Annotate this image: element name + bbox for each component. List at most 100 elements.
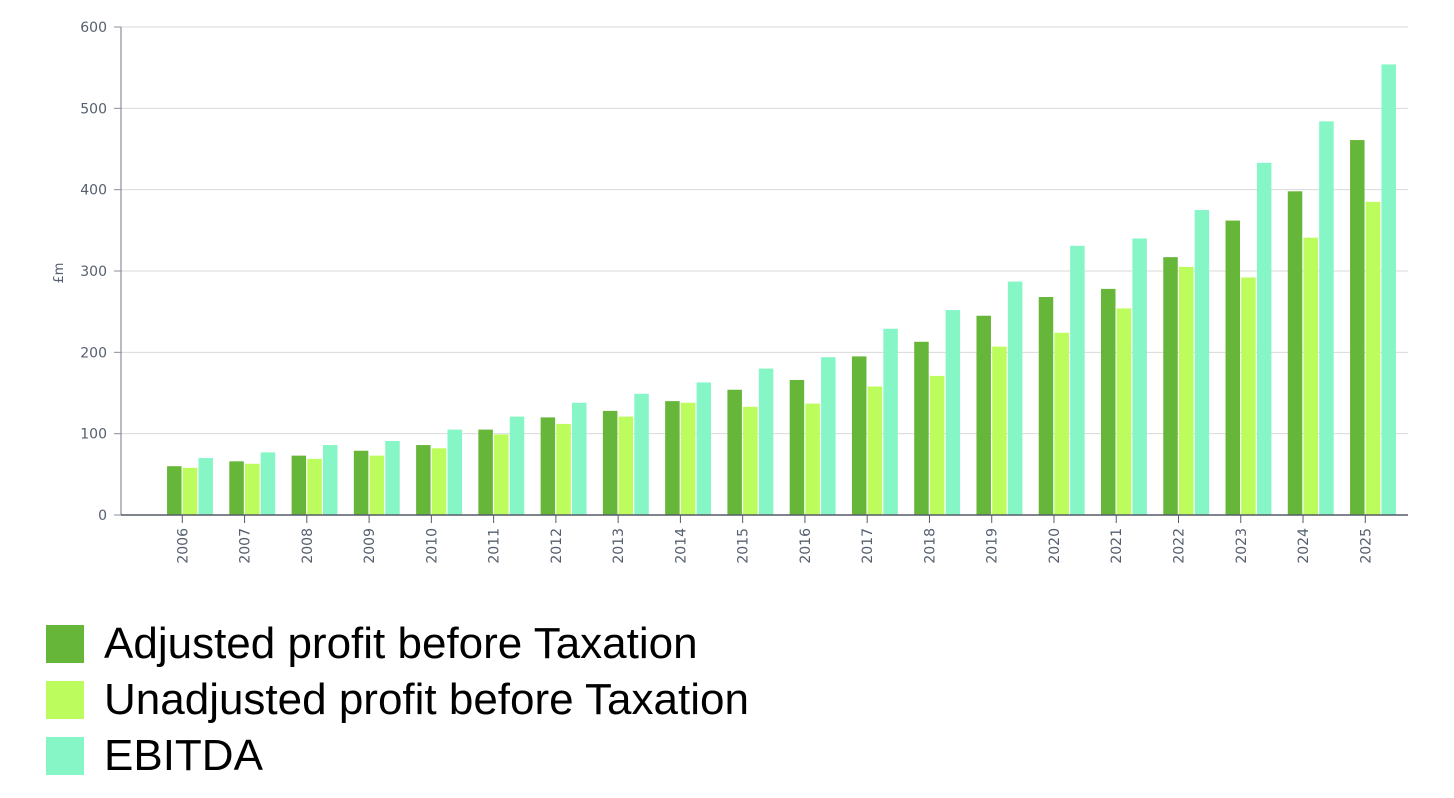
bar-unadjusted-2009 xyxy=(369,455,385,515)
x-tick-label-2015: 2015 xyxy=(736,528,752,564)
y-tick-label: 300 xyxy=(80,264,107,280)
x-tick-label-2014: 2014 xyxy=(673,528,689,564)
bar-unadjusted-2025 xyxy=(1365,201,1381,515)
legend-item-unadjusted: Unadjusted profit before Taxation xyxy=(46,672,749,728)
bar-adjusted-2022 xyxy=(1163,257,1178,515)
bar-adjusted-2011 xyxy=(478,429,493,515)
bar-adjusted-2024 xyxy=(1287,191,1303,515)
legend: Adjusted profit before Taxation Unadjust… xyxy=(46,616,749,784)
bar-ebitda-2008 xyxy=(322,445,338,515)
x-tick-label-2024: 2024 xyxy=(1296,528,1312,564)
legend-label-unadjusted: Unadjusted profit before Taxation xyxy=(104,675,749,724)
bar-adjusted-2019 xyxy=(976,315,991,515)
y-tick-label: 0 xyxy=(98,508,107,524)
x-tick-label-2021: 2021 xyxy=(1109,528,1125,564)
bar-ebitda-2017 xyxy=(883,328,898,515)
bar-unadjusted-2006 xyxy=(182,467,198,515)
bar-unadjusted-2016 xyxy=(805,403,820,515)
x-tick-label-2011: 2011 xyxy=(487,528,503,564)
bar-ebitda-2014 xyxy=(696,382,712,515)
x-tick-label-2013: 2013 xyxy=(611,528,627,564)
x-tick-label-2008: 2008 xyxy=(300,528,316,564)
y-tick-label: 400 xyxy=(80,183,107,199)
bar-unadjusted-2024 xyxy=(1303,237,1318,516)
bar-adjusted-2016 xyxy=(789,379,805,515)
bar-adjusted-2012 xyxy=(540,417,556,515)
bar-adjusted-2017 xyxy=(851,356,867,515)
bar-ebitda-2020 xyxy=(1070,245,1085,515)
x-tick-label-2007: 2007 xyxy=(238,528,254,564)
y-tick-label: 500 xyxy=(80,101,107,117)
bar-adjusted-2010 xyxy=(416,445,431,515)
bar-ebitda-2006 xyxy=(198,458,213,515)
bar-unadjusted-2023 xyxy=(1241,277,1256,515)
x-tick-label-2018: 2018 xyxy=(922,528,938,564)
bar-unadjusted-2010 xyxy=(431,448,447,515)
x-tick-label-2025: 2025 xyxy=(1358,528,1374,564)
bar-unadjusted-2015 xyxy=(743,406,758,515)
y-tick-label: 200 xyxy=(80,345,107,361)
legend-label-ebitda: EBITDA xyxy=(104,731,263,780)
bar-unadjusted-2013 xyxy=(618,416,634,515)
bar-unadjusted-2019 xyxy=(992,346,1007,515)
bar-ebitda-2015 xyxy=(758,368,774,515)
y-tick-label: 600 xyxy=(80,20,107,36)
bar-ebitda-2023 xyxy=(1256,162,1272,515)
x-tick-label-2006: 2006 xyxy=(175,528,191,564)
bar-unadjusted-2007 xyxy=(245,463,260,515)
bar-adjusted-2013 xyxy=(602,410,618,515)
x-tick-label-2012: 2012 xyxy=(549,528,565,564)
x-tick-label-2009: 2009 xyxy=(362,528,378,564)
bar-adjusted-2014 xyxy=(665,401,680,515)
bar-ebitda-2022 xyxy=(1194,210,1210,515)
bar-adjusted-2007 xyxy=(229,461,244,515)
bar-ebitda-2010 xyxy=(447,429,463,515)
bar-unadjusted-2020 xyxy=(1054,332,1069,515)
bar-adjusted-2021 xyxy=(1100,288,1116,515)
legend-item-ebitda: EBITDA xyxy=(46,728,749,784)
bar-unadjusted-2018 xyxy=(929,375,945,515)
bar-adjusted-2006 xyxy=(167,466,182,515)
y-ticks: 0 100 200 300 400 500 600 xyxy=(80,20,121,524)
bar-ebitda-2007 xyxy=(260,452,276,515)
bar-unadjusted-2021 xyxy=(1116,308,1132,515)
legend-swatch-ebitda xyxy=(46,737,84,775)
legend-swatch-unadjusted xyxy=(46,681,84,719)
bar-adjusted-2008 xyxy=(291,455,307,515)
bar-unadjusted-2008 xyxy=(307,458,322,515)
x-tick-label-2010: 2010 xyxy=(424,528,440,564)
bar-unadjusted-2011 xyxy=(494,434,509,515)
bar-ebitda-2025 xyxy=(1381,64,1396,515)
y-tick-label: 100 xyxy=(80,427,107,443)
x-tick-label-2019: 2019 xyxy=(985,528,1001,564)
bar-ebitda-2018 xyxy=(945,310,961,515)
x-tick-label-2022: 2022 xyxy=(1172,528,1188,564)
bar-adjusted-2023 xyxy=(1225,220,1241,515)
x-tick-label-2020: 2020 xyxy=(1047,528,1063,564)
bar-adjusted-2018 xyxy=(914,341,929,515)
x-tick-label-2023: 2023 xyxy=(1234,528,1250,564)
bar-adjusted-2009 xyxy=(353,450,369,515)
bar-adjusted-2025 xyxy=(1350,140,1365,515)
bar-ebitda-2012 xyxy=(572,402,587,515)
bar-ebitda-2009 xyxy=(385,440,400,515)
legend-swatch-adjusted xyxy=(46,625,84,663)
bar-chart: 0 100 200 300 400 500 600 2006 2007 2008 2009 2010… xyxy=(52,20,1408,564)
bar-unadjusted-2012 xyxy=(556,423,571,515)
y-axis-title: £m xyxy=(52,263,67,284)
legend-item-adjusted: Adjusted profit before Taxation xyxy=(46,616,749,672)
x-ticks: 2006 2007 2008 2009 2010 2011 2012 2013 2014 2015… xyxy=(175,515,1374,564)
bar-adjusted-2015 xyxy=(727,389,742,515)
x-tick-label-2016: 2016 xyxy=(798,528,814,564)
bar-unadjusted-2014 xyxy=(680,402,696,515)
bar-unadjusted-2022 xyxy=(1178,266,1194,515)
bar-ebitda-2013 xyxy=(634,393,649,515)
bar-ebitda-2024 xyxy=(1319,121,1334,515)
bar-adjusted-2020 xyxy=(1038,297,1054,515)
legend-label-adjusted: Adjusted profit before Taxation xyxy=(104,619,698,668)
x-tick-label-2017: 2017 xyxy=(860,528,876,564)
bar-ebitda-2021 xyxy=(1132,238,1147,515)
bar-ebitda-2019 xyxy=(1007,281,1023,515)
bar-unadjusted-2017 xyxy=(867,386,883,515)
bars xyxy=(167,64,1396,516)
